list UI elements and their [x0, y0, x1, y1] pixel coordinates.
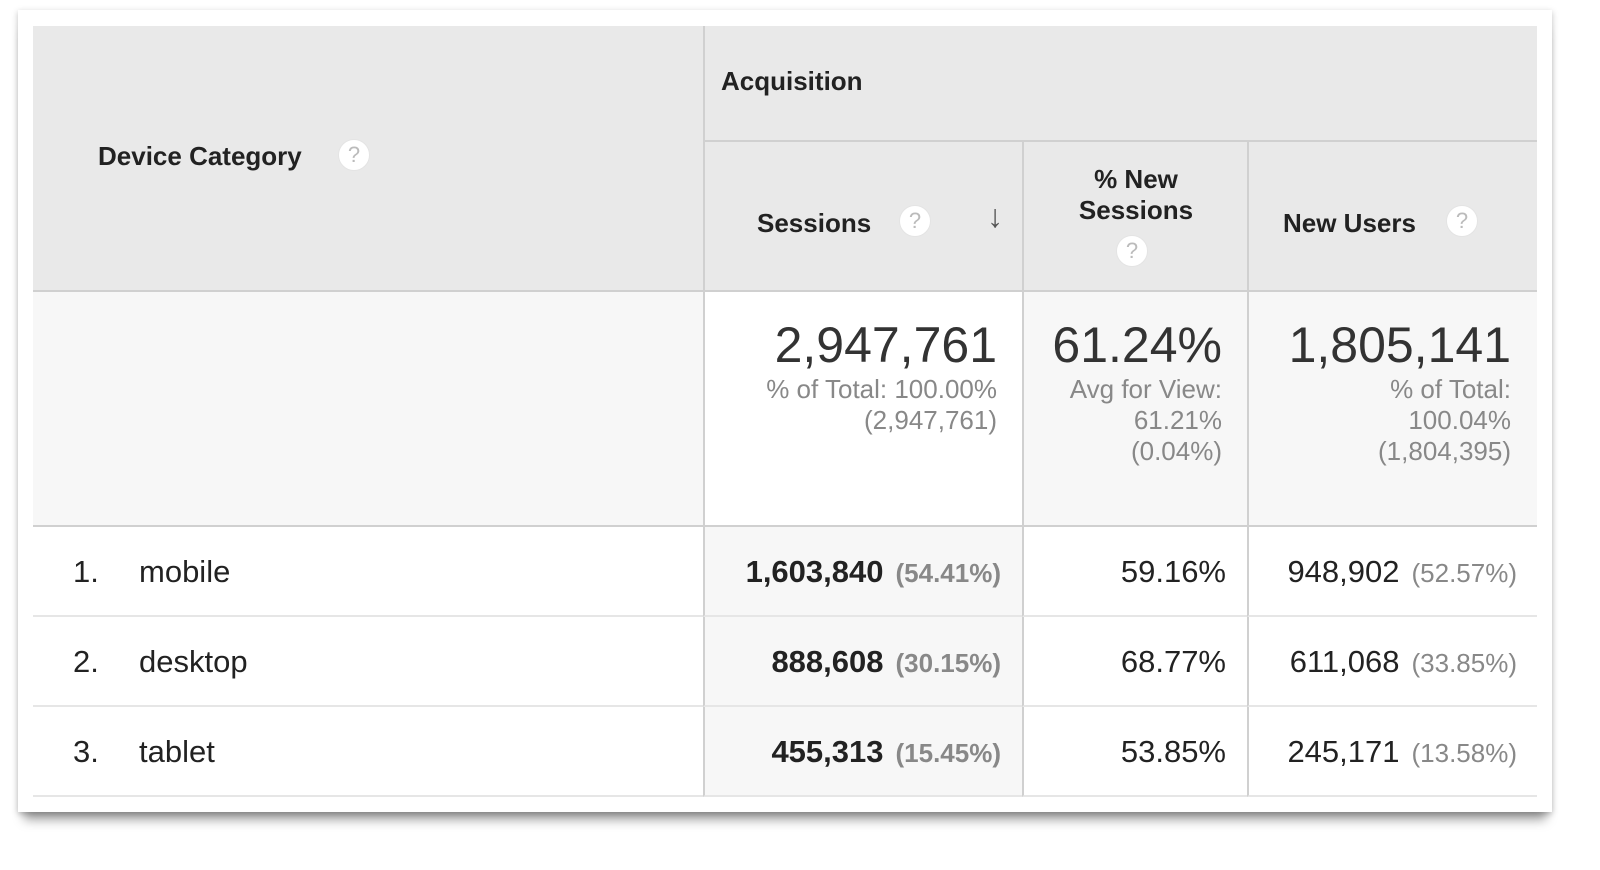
- sessions-cell: 455,313 (15.45%): [703, 707, 1023, 797]
- totals-new-users: 1,805,141 % of Total: 100.04% (1,804,395…: [1247, 292, 1537, 527]
- totals-new-sessions: 61.24% Avg for View: 61.21% (0.04%): [1022, 292, 1248, 527]
- total-new-users-abs: (1,804,395): [1378, 436, 1511, 466]
- total-sessions-value: 2,947,761: [774, 317, 997, 373]
- row-index: 2.: [73, 644, 99, 679]
- avg-value: 61.21%: [1133, 405, 1222, 435]
- sessions-pct: (30.15%): [895, 648, 1002, 678]
- new-users-pct: (52.57%): [1411, 558, 1518, 588]
- sessions-cell: 888,608 (30.15%): [703, 617, 1023, 707]
- device-cell: 3. tablet: [33, 707, 703, 797]
- total-sessions-pct: % of Total: 100.00%: [766, 374, 997, 404]
- header-device-category: Device Category ?: [33, 26, 703, 292]
- acquisition-label: Acquisition: [721, 66, 863, 96]
- sessions-cell: 1,603,840 (54.41%): [703, 527, 1023, 617]
- device-category-label[interactable]: Device Category: [98, 141, 302, 171]
- totals-sessions: 2,947,761 % of Total: 100.00% (2,947,761…: [703, 292, 1023, 527]
- header-acquisition: Acquisition: [703, 26, 1537, 142]
- new-sessions-value: 59.16%: [1120, 554, 1226, 589]
- header-new-sessions[interactable]: % New Sessions ?: [1022, 142, 1248, 292]
- sessions-value: 1,603,840: [745, 554, 884, 589]
- new-sessions-cell: 53.85%: [1022, 707, 1248, 797]
- total-sessions-abs: (2,947,761): [864, 405, 997, 435]
- total-new-users-value: 1,805,141: [1288, 317, 1511, 373]
- new-sessions-value: 53.85%: [1120, 734, 1226, 769]
- row-index: 3.: [73, 734, 99, 769]
- sessions-value: 455,313: [771, 734, 884, 769]
- new-users-pct: (13.58%): [1411, 738, 1518, 768]
- sessions-value: 888,608: [771, 644, 884, 679]
- help-icon[interactable]: ?: [1446, 205, 1478, 237]
- new-sessions-cell: 68.77%: [1022, 617, 1248, 707]
- new-users-cell: 611,068 (33.85%): [1247, 617, 1537, 707]
- row-index: 1.: [73, 554, 99, 589]
- device-cell: 1. mobile: [33, 527, 703, 617]
- new-users-value: 948,902: [1287, 554, 1400, 589]
- new-users-label[interactable]: New Users: [1283, 208, 1416, 238]
- help-icon[interactable]: ?: [1116, 235, 1148, 267]
- new-sessions-label-1[interactable]: % New: [1094, 164, 1178, 194]
- new-users-value: 245,171: [1287, 734, 1400, 769]
- sessions-pct: (54.41%): [895, 558, 1002, 588]
- total-new-sessions-value: 61.24%: [1052, 317, 1222, 373]
- avg-label: Avg for View:: [1069, 374, 1222, 404]
- help-icon[interactable]: ?: [899, 205, 931, 237]
- total-new-users-label: % of Total:: [1390, 374, 1511, 404]
- device-link[interactable]: desktop: [139, 644, 248, 679]
- new-sessions-label-2[interactable]: Sessions: [1078, 195, 1194, 225]
- device-link[interactable]: mobile: [139, 554, 231, 589]
- device-link[interactable]: tablet: [139, 734, 215, 769]
- help-icon[interactable]: ?: [338, 139, 370, 171]
- new-sessions-cell: 59.16%: [1022, 527, 1248, 617]
- new-sessions-value: 68.77%: [1120, 644, 1226, 679]
- avg-delta: (0.04%): [1130, 436, 1222, 466]
- arrow-down-icon[interactable]: ↓: [987, 198, 1003, 234]
- header-new-users[interactable]: New Users ?: [1247, 142, 1537, 292]
- sessions-label[interactable]: Sessions: [757, 208, 872, 238]
- device-cell: 2. desktop: [33, 617, 703, 707]
- new-users-pct: (33.85%): [1411, 648, 1518, 678]
- new-users-cell: 245,171 (13.58%): [1247, 707, 1537, 797]
- totals-device: [33, 292, 703, 527]
- header-sessions[interactable]: Sessions ? ↓: [703, 142, 1023, 292]
- sessions-pct: (15.45%): [895, 738, 1002, 768]
- new-users-cell: 948,902 (52.57%): [1247, 527, 1537, 617]
- new-users-value: 611,068: [1289, 644, 1400, 679]
- total-new-users-pct: 100.04%: [1408, 405, 1511, 435]
